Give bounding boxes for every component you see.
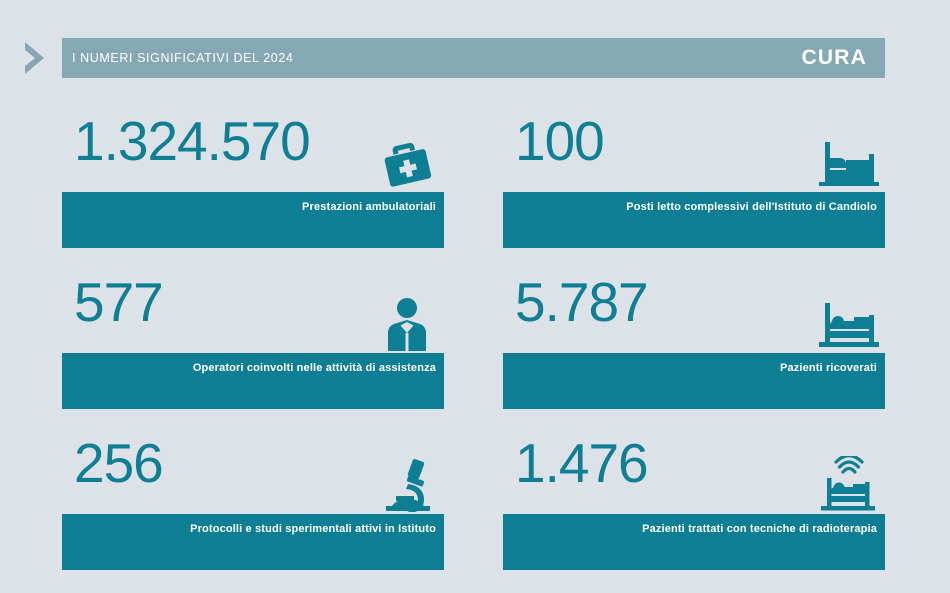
stat-label: Posti letto complessivi dell'Istituto di… [626, 201, 877, 213]
patient-in-bed-icon [815, 295, 881, 353]
medical-bag-icon [374, 134, 440, 192]
stat-card-posti-letto: 100 Posti letto complessivi dell'Istitut [503, 110, 885, 271]
stat-card-pazienti-ricoverati: 5.787 Pazienti ricoverati [503, 271, 885, 432]
stat-bar: Pazienti trattati con tecniche di radiot… [503, 514, 885, 570]
stat-label: Protocolli e studi sperimentali attivi i… [190, 523, 436, 535]
header-section-label: CURA [801, 46, 867, 69]
header-title: I NUMERI SIGNIFICATIVI DEL 2024 [72, 51, 294, 65]
stat-bar: Operatori coinvolti nelle attività di as… [62, 353, 444, 409]
stat-card-radioterapia: 1.476 [503, 432, 885, 593]
stat-label: Operatori coinvolti nelle attività di as… [192, 362, 436, 374]
stat-label: Pazienti trattati con tecniche di radiot… [642, 523, 877, 535]
stat-bar: Prestazioni ambulatoriali [62, 192, 444, 248]
header-bar: I NUMERI SIGNIFICATIVI DEL 2024 CURA [62, 38, 885, 78]
chevron-right-icon [22, 38, 50, 78]
stat-number: 100 [515, 110, 605, 172]
stat-number: 1.324.570 [74, 110, 311, 172]
stat-number: 256 [74, 432, 164, 494]
healthcare-worker-icon [374, 295, 440, 353]
radiotherapy-icon [815, 456, 881, 514]
page-header: I NUMERI SIGNIFICATIVI DEL 2024 CURA [0, 38, 950, 78]
stats-row: 1.324.570 Prestazioni ambulatoriali [0, 110, 950, 271]
stat-number: 5.787 [515, 271, 649, 333]
stat-label: Pazienti ricoverati [780, 362, 877, 374]
stats-grid: 1.324.570 Prestazioni ambulatoriali [0, 110, 950, 593]
stats-row: 256 Protocolli e studi sperimentali atti… [0, 432, 950, 593]
stat-label: Prestazioni ambulatoriali [302, 201, 436, 213]
microscope-icon [374, 456, 440, 514]
stat-bar: Protocolli e studi sperimentali attivi i… [62, 514, 444, 570]
stat-bar: Posti letto complessivi dell'Istituto di… [503, 192, 885, 248]
stats-row: 577 Operatori coinvolti nelle attività d… [0, 271, 950, 432]
stat-bar: Pazienti ricoverati [503, 353, 885, 409]
stat-number: 1.476 [515, 432, 649, 494]
stat-card-prestazioni-ambulatoriali: 1.324.570 Prestazioni ambulatoriali [62, 110, 444, 271]
stat-card-operatori: 577 Operatori coinvolti nelle attività d… [62, 271, 444, 432]
stat-number: 577 [74, 271, 164, 333]
stat-card-protocolli-studi: 256 Protocolli e studi sperimentali atti… [62, 432, 444, 593]
bed-icon [815, 134, 881, 192]
